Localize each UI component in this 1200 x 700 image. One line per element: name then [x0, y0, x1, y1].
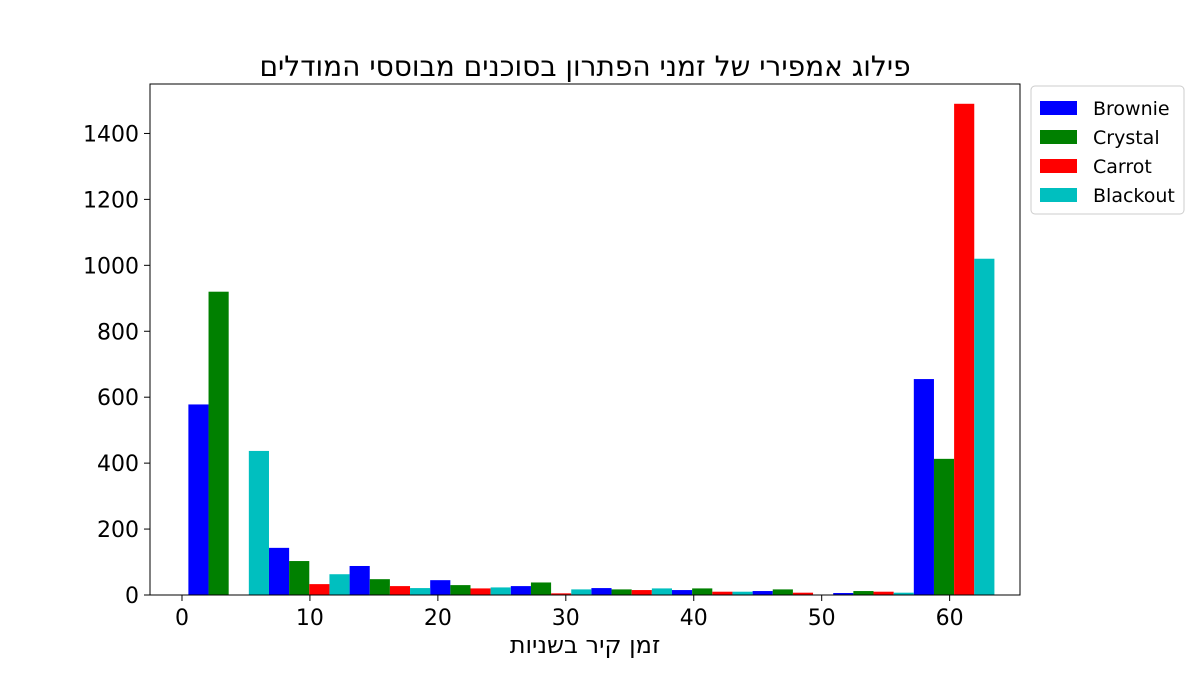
bar-brownie-7: [752, 591, 773, 595]
bar-carrot-3: [470, 588, 491, 595]
legend-swatch-brownie: [1040, 101, 1077, 115]
bar-crystal-9: [933, 458, 955, 595]
y-tick-label-200: 200: [97, 518, 139, 543]
y-tick-label-800: 800: [97, 320, 139, 345]
legend-label-carrot: Carrot: [1093, 156, 1152, 178]
bar-carrot-1: [309, 584, 330, 595]
plot-frame: [149, 83, 1021, 596]
bar-blackout-9: [974, 258, 995, 595]
legend-label-crystal: Crystal: [1093, 127, 1160, 149]
y-tick-label-1400: 1400: [83, 122, 139, 147]
legend-box: [1030, 85, 1185, 215]
bar-carrot-2: [389, 586, 411, 595]
bar-crystal-8: [853, 591, 874, 595]
bar-crystal-3: [450, 585, 471, 595]
bar-brownie-9: [913, 379, 934, 595]
y-axis: 0 200 400 600 800 1000 1200 1400: [83, 122, 150, 609]
bar-blackout-8: [893, 592, 914, 595]
bar-carrot-8: [873, 591, 894, 595]
bar-crystal-7: [772, 589, 793, 595]
bar-blackout-1: [329, 574, 350, 595]
x-tick-label-10: 10: [296, 606, 324, 631]
x-tick-label-40: 40: [680, 606, 708, 631]
chart-title: פילוג אמפירי של זמני הפתרון בסוכנים מבוס…: [259, 50, 910, 83]
bars-group: [188, 103, 995, 596]
bar-crystal-4: [530, 582, 552, 595]
bar-carrot-4: [551, 593, 572, 595]
bar-blackout-3: [490, 587, 511, 595]
x-tick-label-20: 20: [424, 606, 452, 631]
legend-swatch-blackout: [1040, 188, 1077, 202]
bar-blackout-4: [571, 589, 592, 595]
bar-blackout-6: [732, 591, 753, 595]
y-tick-label-0: 0: [125, 584, 139, 609]
bar-carrot-5: [631, 590, 652, 595]
bar-crystal-5: [611, 589, 632, 595]
legend-label-blackout: Blackout: [1093, 185, 1175, 207]
x-tick-label-50: 50: [808, 606, 836, 631]
x-axis: 0 10 20 30 40 50 60: [175, 595, 964, 631]
bar-crystal-2: [369, 579, 390, 595]
bar-brownie-2: [349, 565, 370, 595]
y-tick-label-600: 600: [97, 386, 139, 411]
bar-brownie-5: [591, 588, 612, 595]
bar-carrot-9: [954, 103, 975, 596]
y-tick-label-1000: 1000: [83, 254, 139, 279]
bar-brownie-6: [672, 590, 693, 595]
bar-brownie-3: [430, 580, 451, 595]
bar-brownie-1: [268, 547, 290, 595]
legend-swatch-crystal: [1040, 130, 1077, 144]
bar-crystal-1: [289, 561, 310, 595]
bar-carrot-7: [792, 592, 814, 595]
bar-blackout-0: [248, 450, 269, 595]
legend-swatch-carrot: [1040, 159, 1077, 173]
bar-brownie-8: [833, 593, 854, 595]
bar-carrot-6: [712, 591, 733, 595]
bar-crystal-6: [692, 588, 713, 595]
y-tick-label-1200: 1200: [83, 188, 139, 213]
x-axis-label: זמן קיר בשניות: [510, 631, 661, 659]
x-tick-label-0: 0: [175, 606, 189, 631]
bar-brownie-4: [510, 586, 531, 595]
y-tick-label-400: 400: [97, 452, 139, 477]
legend-label-brownie: Brownie: [1093, 98, 1170, 120]
bar-blackout-5: [651, 588, 672, 595]
bar-brownie-0: [188, 404, 209, 595]
bar-blackout-2: [410, 588, 431, 595]
legend: Brownie Crystal Carrot Blackout: [1030, 85, 1185, 215]
bar-crystal-0: [208, 291, 229, 595]
x-tick-label-30: 30: [552, 606, 580, 631]
x-tick-label-60: 60: [936, 606, 964, 631]
